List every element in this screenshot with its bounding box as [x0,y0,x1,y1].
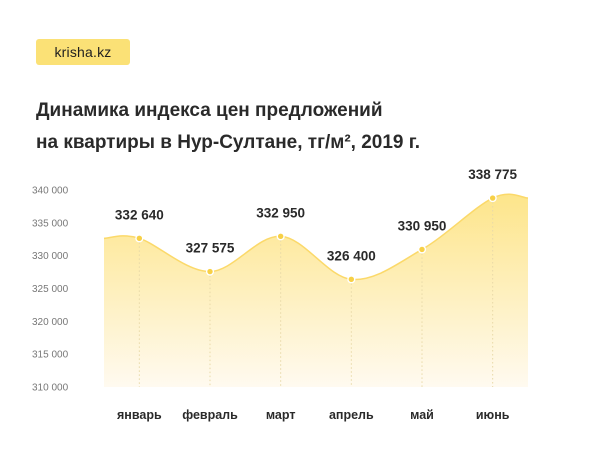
y-tick-label: 340 000 [32,186,69,197]
data-point [488,193,497,203]
data-point [205,267,215,276]
area-fill [104,194,528,387]
y-axis: 310 000 315 000 320 000 325 000 330 000 335 0… [32,186,69,394]
data-label: 330 950 [398,218,447,233]
data-labels: 332 640 327 575 332 950 326 400 330 950 338 7… [115,167,518,263]
y-tick-label: 335 000 [32,218,69,229]
x-category-label: февраль [182,408,238,422]
data-point [417,245,427,254]
x-category-label: март [266,408,296,422]
y-tick-label: 320 000 [32,317,69,328]
x-category-label: апрель [329,408,374,422]
x-category-label: май [410,408,434,422]
data-label: 332 640 [115,207,164,222]
data-point [276,232,285,241]
data-label: 332 950 [256,205,305,220]
brand-logo: krisha.kz [36,39,130,65]
chart-title: Динамика индекса цен предложений на квар… [36,95,566,159]
x-category-label: январь [117,408,162,422]
y-tick-label: 325 000 [32,284,69,295]
x-category-label: июнь [476,408,510,422]
chart-title-line-2: на квартиры в Нур-Султане, тг/м², 2019 г… [36,132,421,153]
area-layer [103,193,529,387]
x-axis: январь февраль март апрель май июнь [117,408,510,422]
data-label: 338 775 [468,167,517,182]
guide-layer [138,198,494,387]
series-line [103,193,529,281]
brand-name: krisha.kz [54,44,112,60]
point-layer [135,193,497,284]
y-tick-label: 315 000 [32,350,69,361]
y-tick-label: 310 000 [32,383,69,394]
data-label: 326 400 [327,248,376,263]
data-point [347,275,356,284]
chart-title-line-1: Динамика индекса цен предложений [36,100,383,121]
data-label: 327 575 [186,241,235,256]
y-tick-label: 330 000 [32,251,69,262]
data-point [135,234,144,243]
